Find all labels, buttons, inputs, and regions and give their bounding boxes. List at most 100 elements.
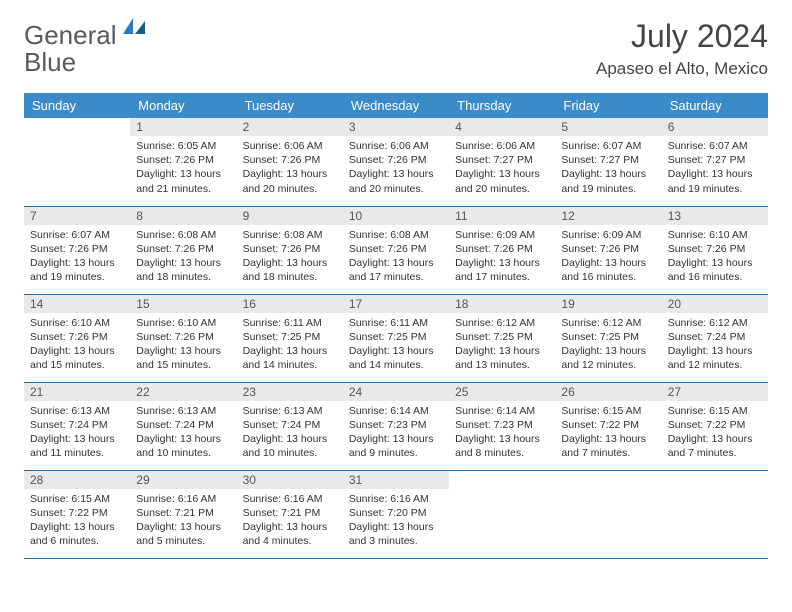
day-number: 26 xyxy=(555,383,661,401)
day-number: 14 xyxy=(24,295,130,313)
weekday-header: Thursday xyxy=(449,93,555,118)
sunrise-line: Sunrise: 6:09 AM xyxy=(561,228,655,242)
day-details: Sunrise: 6:12 AMSunset: 7:25 PMDaylight:… xyxy=(449,313,555,379)
logo-sail-icon xyxy=(123,18,145,34)
calendar-cell: 30Sunrise: 6:16 AMSunset: 7:21 PMDayligh… xyxy=(237,470,343,558)
logo: General Blue xyxy=(24,18,145,76)
day-details: Sunrise: 6:16 AMSunset: 7:21 PMDaylight:… xyxy=(237,489,343,555)
page-title: July 2024 xyxy=(596,18,768,55)
calendar-cell: 4Sunrise: 6:06 AMSunset: 7:27 PMDaylight… xyxy=(449,118,555,206)
daylight-line: Daylight: 13 hours and 18 minutes. xyxy=(136,256,230,284)
sunset-line: Sunset: 7:26 PM xyxy=(668,242,762,256)
sunrise-line: Sunrise: 6:13 AM xyxy=(243,404,337,418)
day-number: 5 xyxy=(555,118,661,136)
weekday-header: Monday xyxy=(130,93,236,118)
day-number: 10 xyxy=(343,207,449,225)
sunrise-line: Sunrise: 6:13 AM xyxy=(30,404,124,418)
day-details: Sunrise: 6:13 AMSunset: 7:24 PMDaylight:… xyxy=(130,401,236,467)
daylight-line: Daylight: 13 hours and 3 minutes. xyxy=(349,520,443,548)
day-details: Sunrise: 6:12 AMSunset: 7:24 PMDaylight:… xyxy=(662,313,768,379)
sunrise-line: Sunrise: 6:12 AM xyxy=(561,316,655,330)
daylight-line: Daylight: 13 hours and 15 minutes. xyxy=(30,344,124,372)
calendar-cell: 29Sunrise: 6:16 AMSunset: 7:21 PMDayligh… xyxy=(130,470,236,558)
calendar-header-row: SundayMondayTuesdayWednesdayThursdayFrid… xyxy=(24,93,768,118)
calendar-row: 21Sunrise: 6:13 AMSunset: 7:24 PMDayligh… xyxy=(24,382,768,470)
calendar-cell: 5Sunrise: 6:07 AMSunset: 7:27 PMDaylight… xyxy=(555,118,661,206)
sunset-line: Sunset: 7:26 PM xyxy=(243,242,337,256)
day-details: Sunrise: 6:10 AMSunset: 7:26 PMDaylight:… xyxy=(662,225,768,291)
sunrise-line: Sunrise: 6:16 AM xyxy=(349,492,443,506)
day-number: 20 xyxy=(662,295,768,313)
day-number: 1 xyxy=(130,118,236,136)
daylight-line: Daylight: 13 hours and 9 minutes. xyxy=(349,432,443,460)
sunrise-line: Sunrise: 6:10 AM xyxy=(136,316,230,330)
day-details: Sunrise: 6:06 AMSunset: 7:26 PMDaylight:… xyxy=(343,136,449,202)
sunrise-line: Sunrise: 6:11 AM xyxy=(243,316,337,330)
day-details: Sunrise: 6:06 AMSunset: 7:26 PMDaylight:… xyxy=(237,136,343,202)
title-block: July 2024 Apaseo el Alto, Mexico xyxy=(596,18,768,79)
day-number: 21 xyxy=(24,383,130,401)
day-details: Sunrise: 6:16 AMSunset: 7:21 PMDaylight:… xyxy=(130,489,236,555)
day-details: Sunrise: 6:10 AMSunset: 7:26 PMDaylight:… xyxy=(130,313,236,379)
calendar-row: 1Sunrise: 6:05 AMSunset: 7:26 PMDaylight… xyxy=(24,118,768,206)
calendar-cell: 6Sunrise: 6:07 AMSunset: 7:27 PMDaylight… xyxy=(662,118,768,206)
day-number: 31 xyxy=(343,471,449,489)
day-number: 24 xyxy=(343,383,449,401)
day-details: Sunrise: 6:16 AMSunset: 7:20 PMDaylight:… xyxy=(343,489,449,555)
daylight-line: Daylight: 13 hours and 7 minutes. xyxy=(561,432,655,460)
calendar-cell: 9Sunrise: 6:08 AMSunset: 7:26 PMDaylight… xyxy=(237,206,343,294)
calendar-cell: 1Sunrise: 6:05 AMSunset: 7:26 PMDaylight… xyxy=(130,118,236,206)
sunset-line: Sunset: 7:26 PM xyxy=(455,242,549,256)
calendar-cell: 21Sunrise: 6:13 AMSunset: 7:24 PMDayligh… xyxy=(24,382,130,470)
sunset-line: Sunset: 7:22 PM xyxy=(30,506,124,520)
calendar-cell: 2Sunrise: 6:06 AMSunset: 7:26 PMDaylight… xyxy=(237,118,343,206)
sunset-line: Sunset: 7:27 PM xyxy=(668,153,762,167)
daylight-line: Daylight: 13 hours and 20 minutes. xyxy=(455,167,549,195)
day-number: 8 xyxy=(130,207,236,225)
day-number: 27 xyxy=(662,383,768,401)
daylight-line: Daylight: 13 hours and 13 minutes. xyxy=(455,344,549,372)
calendar-cell: 7Sunrise: 6:07 AMSunset: 7:26 PMDaylight… xyxy=(24,206,130,294)
sunset-line: Sunset: 7:27 PM xyxy=(455,153,549,167)
day-details: Sunrise: 6:15 AMSunset: 7:22 PMDaylight:… xyxy=(24,489,130,555)
calendar-cell: 13Sunrise: 6:10 AMSunset: 7:26 PMDayligh… xyxy=(662,206,768,294)
sunset-line: Sunset: 7:24 PM xyxy=(243,418,337,432)
sunset-line: Sunset: 7:23 PM xyxy=(455,418,549,432)
sunset-line: Sunset: 7:25 PM xyxy=(561,330,655,344)
sunset-line: Sunset: 7:22 PM xyxy=(561,418,655,432)
daylight-line: Daylight: 13 hours and 5 minutes. xyxy=(136,520,230,548)
day-number: 3 xyxy=(343,118,449,136)
daylight-line: Daylight: 13 hours and 12 minutes. xyxy=(561,344,655,372)
calendar-row: 14Sunrise: 6:10 AMSunset: 7:26 PMDayligh… xyxy=(24,294,768,382)
sunrise-line: Sunrise: 6:15 AM xyxy=(668,404,762,418)
sunset-line: Sunset: 7:20 PM xyxy=(349,506,443,520)
day-details: Sunrise: 6:09 AMSunset: 7:26 PMDaylight:… xyxy=(555,225,661,291)
sunset-line: Sunset: 7:21 PM xyxy=(243,506,337,520)
sunset-line: Sunset: 7:26 PM xyxy=(136,330,230,344)
sunrise-line: Sunrise: 6:06 AM xyxy=(455,139,549,153)
day-details: Sunrise: 6:08 AMSunset: 7:26 PMDaylight:… xyxy=(237,225,343,291)
day-number: 16 xyxy=(237,295,343,313)
calendar-cell: 12Sunrise: 6:09 AMSunset: 7:26 PMDayligh… xyxy=(555,206,661,294)
sunset-line: Sunset: 7:24 PM xyxy=(136,418,230,432)
day-number: 23 xyxy=(237,383,343,401)
day-number: 7 xyxy=(24,207,130,225)
sunrise-line: Sunrise: 6:09 AM xyxy=(455,228,549,242)
sunset-line: Sunset: 7:25 PM xyxy=(243,330,337,344)
daylight-line: Daylight: 13 hours and 6 minutes. xyxy=(30,520,124,548)
daylight-line: Daylight: 13 hours and 20 minutes. xyxy=(243,167,337,195)
location-label: Apaseo el Alto, Mexico xyxy=(596,59,768,79)
calendar-cell xyxy=(555,470,661,558)
day-number: 6 xyxy=(662,118,768,136)
day-details: Sunrise: 6:07 AMSunset: 7:27 PMDaylight:… xyxy=(662,136,768,202)
calendar-cell: 11Sunrise: 6:09 AMSunset: 7:26 PMDayligh… xyxy=(449,206,555,294)
sunrise-line: Sunrise: 6:10 AM xyxy=(668,228,762,242)
weekday-header: Sunday xyxy=(24,93,130,118)
sunset-line: Sunset: 7:26 PM xyxy=(30,330,124,344)
logo-word-blue: Blue xyxy=(24,47,76,77)
day-number: 19 xyxy=(555,295,661,313)
calendar-cell: 23Sunrise: 6:13 AMSunset: 7:24 PMDayligh… xyxy=(237,382,343,470)
day-details: Sunrise: 6:13 AMSunset: 7:24 PMDaylight:… xyxy=(237,401,343,467)
sunrise-line: Sunrise: 6:07 AM xyxy=(668,139,762,153)
sunrise-line: Sunrise: 6:05 AM xyxy=(136,139,230,153)
